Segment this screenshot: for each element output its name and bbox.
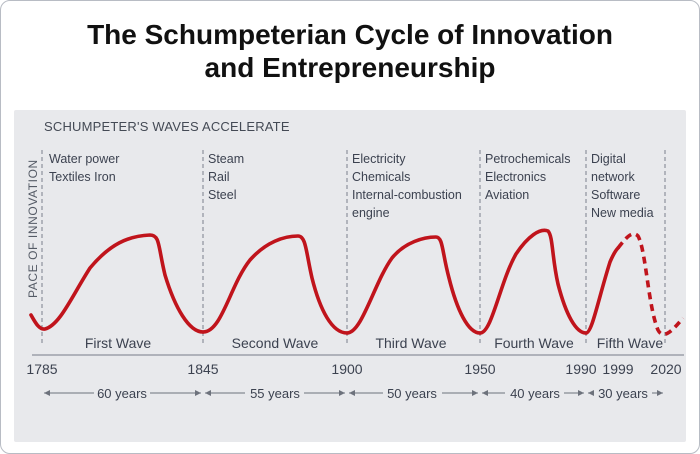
x-tick-labels: 1785 1845 1900 1950 1990 1999 2020 xyxy=(26,361,681,377)
span-label: 55 years xyxy=(250,386,300,401)
innovation-text: Petrochemicals xyxy=(485,152,570,166)
x-tick-label: 1999 xyxy=(602,361,633,377)
innovation-text: Software xyxy=(591,188,640,202)
era-dividers xyxy=(41,150,666,346)
chart-title: The Schumpeterian Cycle of Innovation an… xyxy=(0,18,700,84)
innovation-text: Textiles Iron xyxy=(49,170,116,184)
wave-label: Third Wave xyxy=(375,335,446,351)
innovation-text: Electronics xyxy=(485,170,546,184)
title-line-1: The Schumpeterian Cycle of Innovation xyxy=(87,19,613,50)
x-tick-label: 1990 xyxy=(565,361,596,377)
y-axis-label: PACE OF INNOVATION xyxy=(26,159,40,298)
innovation-text: network xyxy=(591,170,636,184)
innovations: Water power Textiles Iron Steam Rail Ste… xyxy=(49,152,654,220)
innovation-text: Water power xyxy=(49,152,119,166)
span-label: 30 years xyxy=(598,386,648,401)
wave-curve-1 xyxy=(29,233,205,334)
wave-curve-5-projected xyxy=(616,232,685,337)
innovation-text: Electricity xyxy=(352,152,406,166)
x-tick-label: 1900 xyxy=(331,361,362,377)
wave-label: Fourth Wave xyxy=(494,335,574,351)
innovation-text: Internal-combustion xyxy=(352,188,462,202)
innovation-text: New media xyxy=(591,206,654,220)
duration-spans: 60 years 55 years 50 years 40 years 30 y… xyxy=(44,386,663,401)
span-label: 40 years xyxy=(510,386,560,401)
chart-subtitle: SCHUMPETER'S WAVES ACCELERATE xyxy=(44,119,290,134)
wave-curve-4 xyxy=(478,228,588,335)
wave-label: Fifth Wave xyxy=(597,335,664,351)
wave-curve xyxy=(29,228,685,337)
x-tick-label: 1845 xyxy=(187,361,218,377)
title-line-2: and Entrepreneurship xyxy=(204,52,496,83)
x-tick-label: 1950 xyxy=(464,361,495,377)
wave-curve-3 xyxy=(345,235,482,335)
innovation-text: Aviation xyxy=(485,188,529,202)
wave-label: First Wave xyxy=(85,335,152,351)
innovation-text: Chemicals xyxy=(352,170,410,184)
chart-panel xyxy=(14,110,686,442)
x-tick-label: 1785 xyxy=(26,361,57,377)
wave-curve-2 xyxy=(201,234,349,335)
span-label: 60 years xyxy=(97,386,147,401)
innovation-text: Steam xyxy=(208,152,244,166)
innovation-text: Rail xyxy=(208,170,230,184)
x-tick-label: 2020 xyxy=(650,361,681,377)
innovation-text: Digital xyxy=(591,152,626,166)
wave-curve-5 xyxy=(584,246,620,335)
innovation-text: Steel xyxy=(208,188,237,202)
span-label: 50 years xyxy=(387,386,437,401)
wave-label: Second Wave xyxy=(232,335,319,351)
wave-labels: First Wave Second Wave Third Wave Fourth… xyxy=(85,335,664,351)
innovation-text: engine xyxy=(352,206,390,220)
